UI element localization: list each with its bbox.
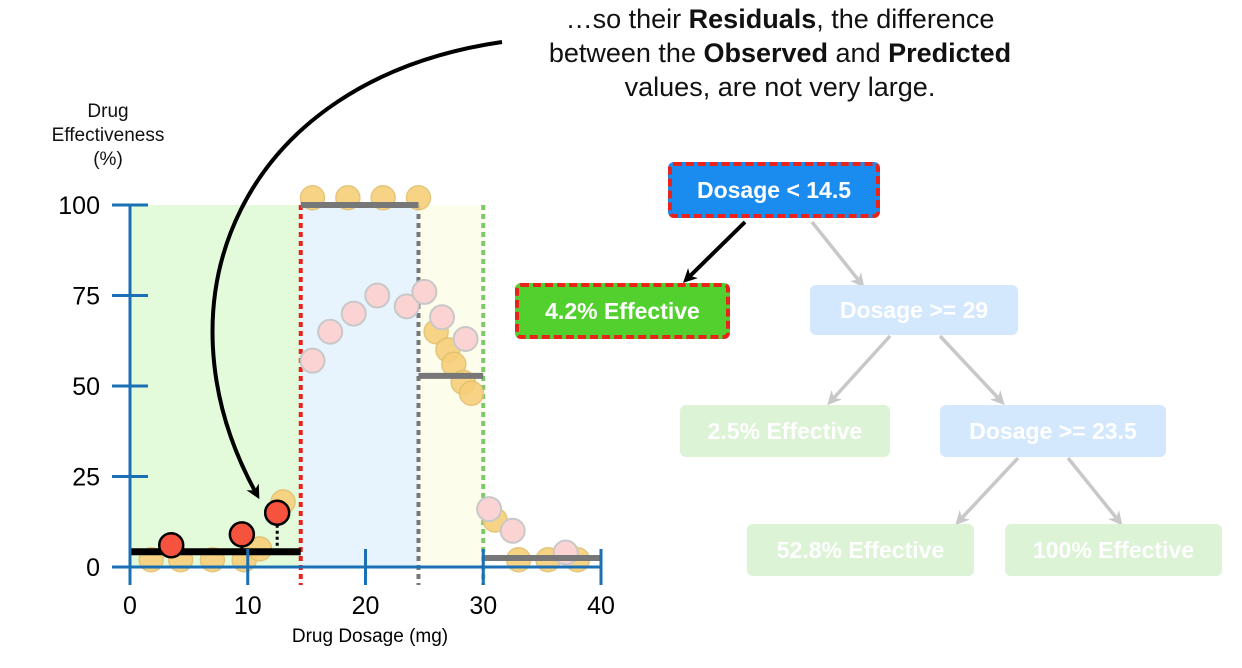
other-point	[499, 517, 526, 544]
tree-node-dosage-23-5: Dosage >= 23.5	[940, 405, 1166, 457]
y-tick-label: 0	[86, 554, 100, 582]
node-label: 52.8% Effective	[776, 536, 945, 563]
tree-edge-root-left	[683, 220, 747, 283]
tree-leaf-100: 100% Effective	[1005, 524, 1222, 576]
caption-text: and	[828, 38, 889, 68]
other-point	[299, 347, 326, 374]
other-point	[452, 325, 479, 352]
tree-leaf-2-5: 2.5% Effective	[680, 405, 890, 457]
other-point	[317, 318, 344, 345]
node-label: 4.2% Effective	[545, 297, 700, 324]
y-tick-label: 50	[72, 373, 100, 401]
highlighted-point	[228, 521, 256, 548]
highlighted-point	[263, 499, 291, 526]
x-tick-label: 20	[352, 592, 380, 620]
highlighted-point	[157, 532, 185, 559]
other-point	[411, 278, 438, 305]
tree-edge	[827, 334, 892, 406]
node-label: Dosage < 14.5	[696, 176, 852, 203]
x-tick-label: 10	[234, 592, 262, 620]
y-axis-label: Drug Effectiveness (%)	[38, 100, 178, 172]
other-point	[340, 300, 367, 327]
other-point	[476, 496, 503, 523]
y-tick-label: 75	[72, 283, 100, 311]
caption: …so their Residuals, the difference betw…	[470, 2, 1090, 104]
x-tick-label: 30	[469, 592, 497, 620]
x-tick-label: 0	[123, 592, 137, 620]
y-label-line: Effectiveness	[51, 125, 165, 146]
y-label-line: (%)	[93, 149, 123, 170]
x-tick-label: 40	[587, 592, 615, 620]
tree-leaf-52-8: 52.8% Effective	[747, 524, 974, 576]
caption-residuals: Residuals	[688, 4, 817, 34]
y-tick-label: 25	[72, 464, 100, 492]
tree-root-node: Dosage < 14.5	[668, 162, 880, 218]
caption-predicted: Predicted	[888, 38, 1012, 68]
y-label-line: Drug	[87, 101, 129, 122]
node-label: Dosage >= 29	[839, 296, 989, 323]
tree-node-dosage-29: Dosage >= 29	[810, 285, 1018, 335]
node-label: 2.5% Effective	[707, 417, 863, 444]
tree-edge	[938, 334, 1005, 406]
other-point	[393, 293, 420, 320]
other-point	[364, 282, 391, 309]
caption-text: …so their	[565, 4, 689, 34]
region	[300, 205, 419, 567]
tree-edge	[955, 456, 1020, 526]
caption-text: , the difference	[816, 4, 995, 34]
tree-edge	[1066, 456, 1123, 526]
x-axis-label: Drug Dosage (mg)	[292, 626, 448, 647]
observed-point	[458, 380, 485, 406]
caption-observed: Observed	[703, 38, 829, 68]
other-point	[429, 304, 456, 331]
node-label: Dosage >= 23.5	[969, 417, 1137, 444]
tree-edge-root-right	[810, 220, 865, 288]
node-label: 100% Effective	[1032, 536, 1195, 563]
callout-arrow	[210, 40, 503, 500]
caption-text: values, are not very large.	[624, 72, 936, 102]
y-tick-label: 100	[58, 192, 100, 220]
caption-text: between the	[548, 38, 704, 68]
tree-leaf-4-2: 4.2% Effective	[515, 283, 730, 339]
